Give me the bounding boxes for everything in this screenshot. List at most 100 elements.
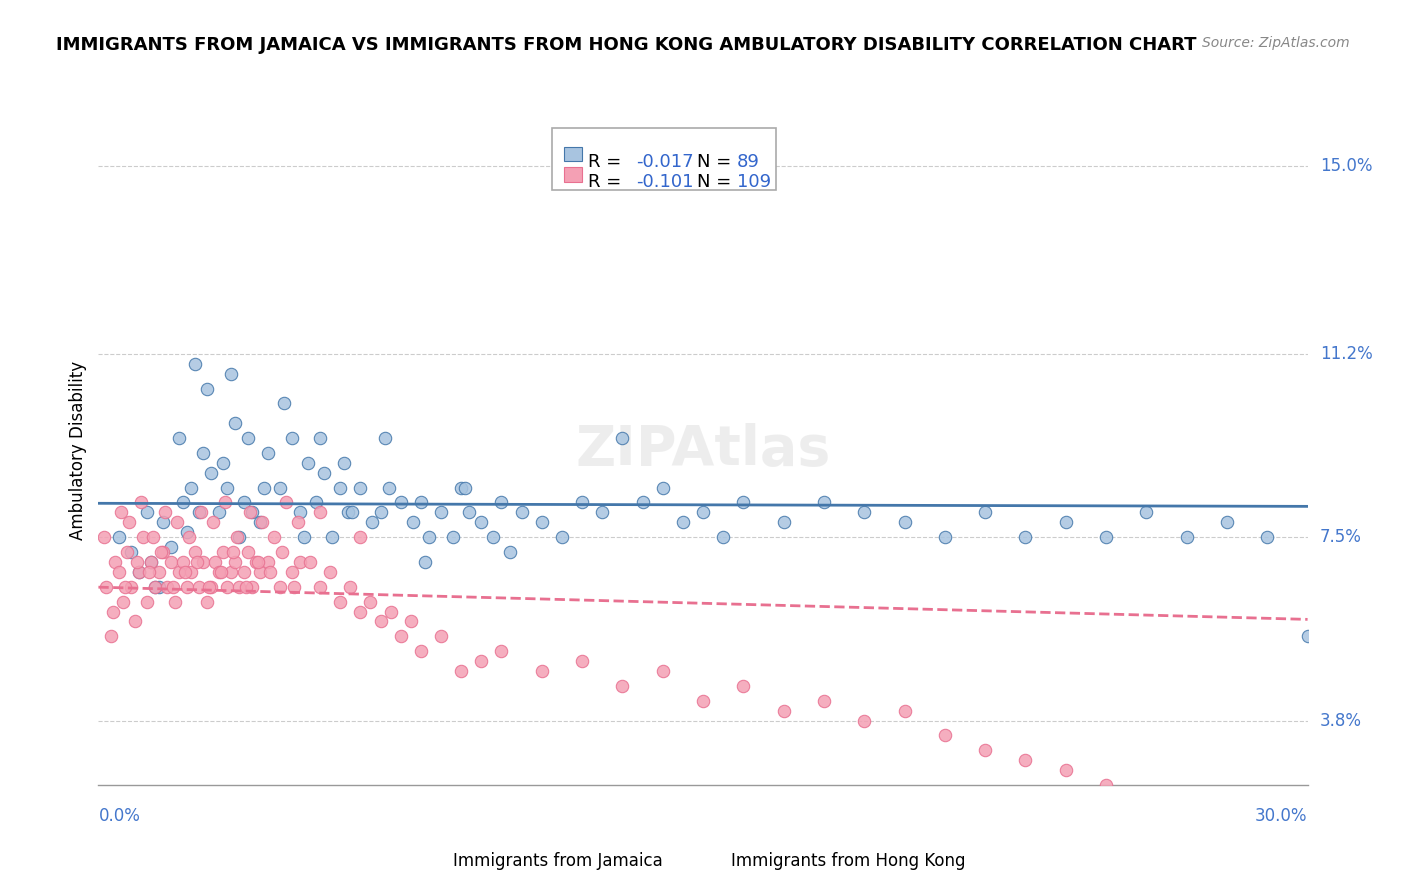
Point (389, 495, 412, 509)
Text: N =: N = (697, 173, 737, 191)
Point (651, 481, 673, 495)
Text: 15.0%: 15.0% (1320, 156, 1372, 175)
Point (138, 565, 160, 579)
Point (120, 580, 142, 594)
Point (224, 416, 246, 430)
Point (263, 530, 285, 544)
Point (321, 530, 343, 544)
Point (139, 555, 162, 569)
Point (249, 565, 271, 579)
Point (377, 481, 399, 495)
Point (176, 580, 198, 594)
Text: 109: 109 (737, 173, 770, 191)
Point (148, 580, 170, 594)
Point (711, 530, 734, 544)
Point (530, 516, 553, 530)
Point (232, 565, 254, 579)
Text: Source: ZipAtlas.com: Source: ZipAtlas.com (1202, 36, 1350, 50)
Point (160, 540, 183, 554)
Point (470, 654, 492, 668)
Point (413, 555, 436, 569)
Point (212, 456, 235, 470)
Point (893, 704, 915, 718)
Point (349, 530, 371, 544)
Point (370, 615, 392, 629)
Point (389, 629, 412, 643)
Point (118, 516, 141, 530)
Point (224, 555, 246, 569)
Text: R =: R = (588, 173, 627, 191)
Point (441, 530, 464, 544)
Point (853, 714, 876, 728)
FancyBboxPatch shape (564, 147, 582, 161)
Point (240, 580, 263, 594)
Point (193, 446, 215, 460)
Point (1175, 803, 1198, 817)
Point (204, 555, 226, 569)
Point (152, 545, 174, 559)
Point (249, 516, 271, 530)
Point (135, 594, 157, 608)
Point (139, 555, 162, 569)
Point (337, 505, 360, 519)
Point (329, 594, 352, 608)
Point (120, 545, 142, 559)
Point (733, 679, 755, 693)
Point (380, 605, 402, 619)
Point (349, 605, 371, 619)
Point (103, 555, 125, 569)
Point (111, 594, 134, 608)
Point (491, 495, 513, 509)
Point (692, 505, 714, 519)
Text: 0.0%: 0.0% (98, 807, 141, 825)
Point (491, 644, 513, 658)
Point (259, 565, 281, 579)
Point (314, 466, 336, 480)
Point (163, 594, 186, 608)
Point (124, 615, 146, 629)
Point (221, 367, 243, 381)
Point (202, 516, 225, 530)
Point (772, 704, 794, 718)
Point (160, 555, 183, 569)
FancyBboxPatch shape (564, 167, 582, 182)
Point (510, 505, 533, 519)
Point (292, 530, 315, 544)
Point (256, 446, 278, 460)
Point (212, 545, 235, 559)
Point (430, 629, 453, 643)
Point (418, 530, 440, 544)
Point (228, 530, 250, 544)
Point (195, 382, 218, 396)
Point (153, 505, 176, 519)
Point (200, 466, 222, 480)
Point (245, 555, 267, 569)
Point (222, 545, 245, 559)
Point (530, 664, 553, 678)
Point (281, 565, 304, 579)
Point (974, 505, 997, 519)
Point (125, 555, 148, 569)
Point (101, 605, 124, 619)
Point (1014, 753, 1036, 767)
Point (107, 530, 129, 544)
Point (253, 481, 276, 495)
Point (692, 694, 714, 708)
Point (1095, 530, 1118, 544)
Point (1054, 516, 1077, 530)
Point (733, 495, 755, 509)
Text: 7.5%: 7.5% (1320, 528, 1361, 546)
Point (166, 516, 188, 530)
Point (287, 516, 309, 530)
Point (893, 516, 915, 530)
Point (180, 565, 202, 579)
Text: N =: N = (697, 153, 737, 170)
Point (235, 580, 257, 594)
Point (1175, 530, 1198, 544)
Point (458, 505, 481, 519)
Point (217, 481, 239, 495)
Text: 89: 89 (737, 153, 759, 170)
Point (226, 530, 249, 544)
Text: -0.017: -0.017 (637, 153, 695, 170)
Point (246, 555, 269, 569)
